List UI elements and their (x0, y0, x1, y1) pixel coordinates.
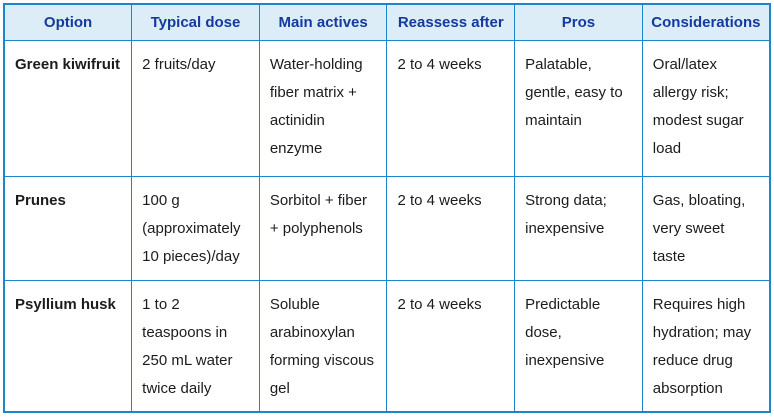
column-header-main-actives: Main actives (258, 3, 388, 41)
header-row: Option Typical dose Main actives Reasses… (3, 3, 771, 41)
cell-main-actives: Soluble arabinoxylan forming viscous gel (258, 280, 388, 413)
column-header-reassess-after: Reassess after (386, 3, 516, 41)
table-row-prunes: Prunes 100 g (approximately 10 pieces)/d… (3, 176, 771, 281)
cell-option: Psyllium husk (3, 280, 133, 413)
table-row-green-kiwifruit: Green kiwifruit 2 fruits/day Water-holdi… (3, 40, 771, 177)
comparison-table: Option Typical dose Main actives Reasses… (3, 3, 771, 413)
cell-considerations: Gas, bloating, very sweet taste (641, 176, 771, 281)
cell-pros: Predictable dose, inexpensive (514, 280, 643, 413)
column-header-considerations: Considerations (641, 3, 771, 41)
column-header-option: Option (3, 3, 133, 41)
table-row-psyllium-husk: Psyllium husk 1 to 2 teaspoons in 250 mL… (3, 280, 771, 413)
cell-option: Prunes (3, 176, 133, 281)
cell-option: Green kiwifruit (3, 40, 133, 177)
cell-main-actives: Sorbitol + fiber + polyphenols (258, 176, 388, 281)
cell-typical-dose: 2 fruits/day (131, 40, 260, 177)
column-header-pros: Pros (514, 3, 643, 41)
column-header-typical-dose: Typical dose (131, 3, 260, 41)
cell-pros: Strong data; inexpensive (514, 176, 643, 281)
cell-reassess-after: 2 to 4 weeks (386, 280, 516, 413)
cell-reassess-after: 2 to 4 weeks (386, 176, 516, 281)
cell-considerations: Requires high hydration; may reduce drug… (641, 280, 771, 413)
cell-main-actives: Water-holding fiber matrix + actinidin e… (258, 40, 388, 177)
cell-considerations: Oral/latex allergy risk; modest sugar lo… (641, 40, 771, 177)
cell-pros: Palatable, gentle, easy to maintain (514, 40, 643, 177)
cell-reassess-after: 2 to 4 weeks (386, 40, 516, 177)
cell-typical-dose: 100 g (approximately 10 pieces)/day (131, 176, 260, 281)
cell-typical-dose: 1 to 2 teaspoons in 250 mL water twice d… (131, 280, 260, 413)
